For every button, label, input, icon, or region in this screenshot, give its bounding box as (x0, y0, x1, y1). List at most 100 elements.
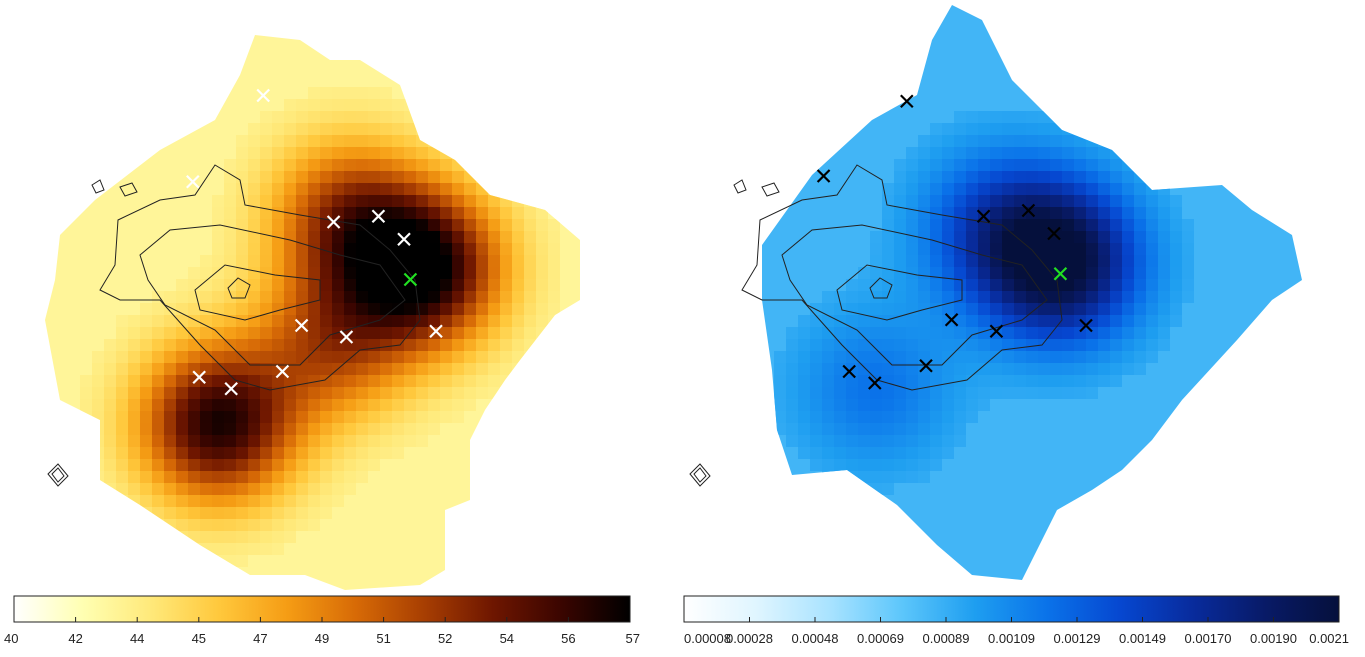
left-field-cell (512, 267, 524, 279)
right-field-cell (918, 315, 930, 327)
left-field-cell (248, 495, 260, 507)
left-field-cell (116, 399, 128, 411)
left-field-cell (236, 243, 248, 255)
left-field-cell (488, 171, 500, 183)
right-field-cell (1014, 183, 1026, 195)
right-field-cell (1170, 303, 1182, 315)
right-field-cell (810, 387, 822, 399)
right-field-cell (978, 135, 990, 147)
left-field-cell (368, 99, 380, 111)
left-field-cell (344, 99, 356, 111)
left-field-cell (548, 291, 560, 303)
left-field-cell (404, 159, 416, 171)
left-field-cell (296, 399, 308, 411)
left-field-cell (236, 447, 248, 459)
left-field-cell (404, 207, 416, 219)
right-field-cell (1002, 195, 1014, 207)
right-field-cell (1098, 267, 1110, 279)
left-field-cell (236, 471, 248, 483)
left-field-cell (140, 447, 152, 459)
right-field-cell (930, 279, 942, 291)
left-field-cell (236, 207, 248, 219)
left-field-cell (380, 171, 392, 183)
right-field-cell (834, 291, 846, 303)
right-field-cell (1062, 315, 1074, 327)
right-field-cell (1086, 351, 1098, 363)
colorbar-tick-label: 44 (130, 631, 144, 646)
left-field-cell (488, 315, 500, 327)
right-field-cell (1074, 159, 1086, 171)
right-field-cell (990, 171, 1002, 183)
right-field-cell (990, 363, 1002, 375)
left-field-cell (152, 387, 164, 399)
left-field-cell (272, 483, 284, 495)
right-field-cell (846, 459, 858, 471)
left-field-cell (284, 291, 296, 303)
left-field-cell (152, 375, 164, 387)
left-field-cell (536, 207, 548, 219)
right-field-cell (882, 471, 894, 483)
left-field-cell (200, 471, 212, 483)
right-field-cell (1014, 147, 1026, 159)
left-field-cell (536, 231, 548, 243)
source-marker (1021, 203, 1036, 218)
right-field-cell (1014, 207, 1026, 219)
left-field-cell (116, 363, 128, 375)
right-field-cell (774, 399, 786, 411)
left-field-cell (212, 207, 224, 219)
right-field-cell (822, 327, 834, 339)
left-field-cell (416, 411, 428, 423)
left-field-cell (260, 159, 272, 171)
left-field-cell (320, 483, 332, 495)
left-field-cell (476, 171, 488, 183)
right-field-cell (1038, 339, 1050, 351)
contour-line (693, 467, 707, 483)
right-field-cell (834, 459, 846, 471)
right-field-cell (870, 267, 882, 279)
left-field-cell (476, 159, 488, 171)
right-field-cell (798, 411, 810, 423)
left-field-cell (320, 459, 332, 471)
left-field-cell (344, 351, 356, 363)
left-field-cell (164, 411, 176, 423)
right-field-cell (930, 267, 942, 279)
left-field-cell (344, 159, 356, 171)
right-field-cell (1110, 219, 1122, 231)
left-field-cell (260, 459, 272, 471)
left-field-cell (476, 375, 488, 387)
right-field-cell (990, 315, 1002, 327)
right-field-cell (846, 411, 858, 423)
left-field-cell (248, 543, 260, 555)
right-field-cell (1158, 219, 1170, 231)
right-field-cell (906, 171, 918, 183)
left-field-cell (296, 231, 308, 243)
left-field-cell (368, 219, 380, 231)
right-field-cell (834, 339, 846, 351)
highlight-marker (1053, 266, 1068, 281)
right-field-cell (798, 399, 810, 411)
left-field-cell (272, 375, 284, 387)
left-field-cell (332, 399, 344, 411)
left-field-cell (152, 531, 164, 543)
left-field-cell (80, 387, 92, 399)
left-field-cell (224, 519, 236, 531)
right-field-cell (1086, 339, 1098, 351)
left-field-cell (212, 471, 224, 483)
left-field-cell (80, 423, 92, 435)
left-field-cell (440, 387, 452, 399)
left-field-cell (368, 135, 380, 147)
right-field-cell (1146, 255, 1158, 267)
right-field-cell (942, 159, 954, 171)
right-field-cell (942, 123, 954, 135)
left-field-cell (176, 411, 188, 423)
right-field-cell (978, 399, 990, 411)
left-field-cell (260, 315, 272, 327)
left-field-cell (188, 519, 200, 531)
left-field-cell (308, 423, 320, 435)
left-field-cell (296, 255, 308, 267)
right-field-cell (1110, 291, 1122, 303)
left-field-cell (332, 411, 344, 423)
left-field-cell (428, 315, 440, 327)
left-field-cell (500, 147, 512, 159)
left-field-cell (512, 183, 524, 195)
